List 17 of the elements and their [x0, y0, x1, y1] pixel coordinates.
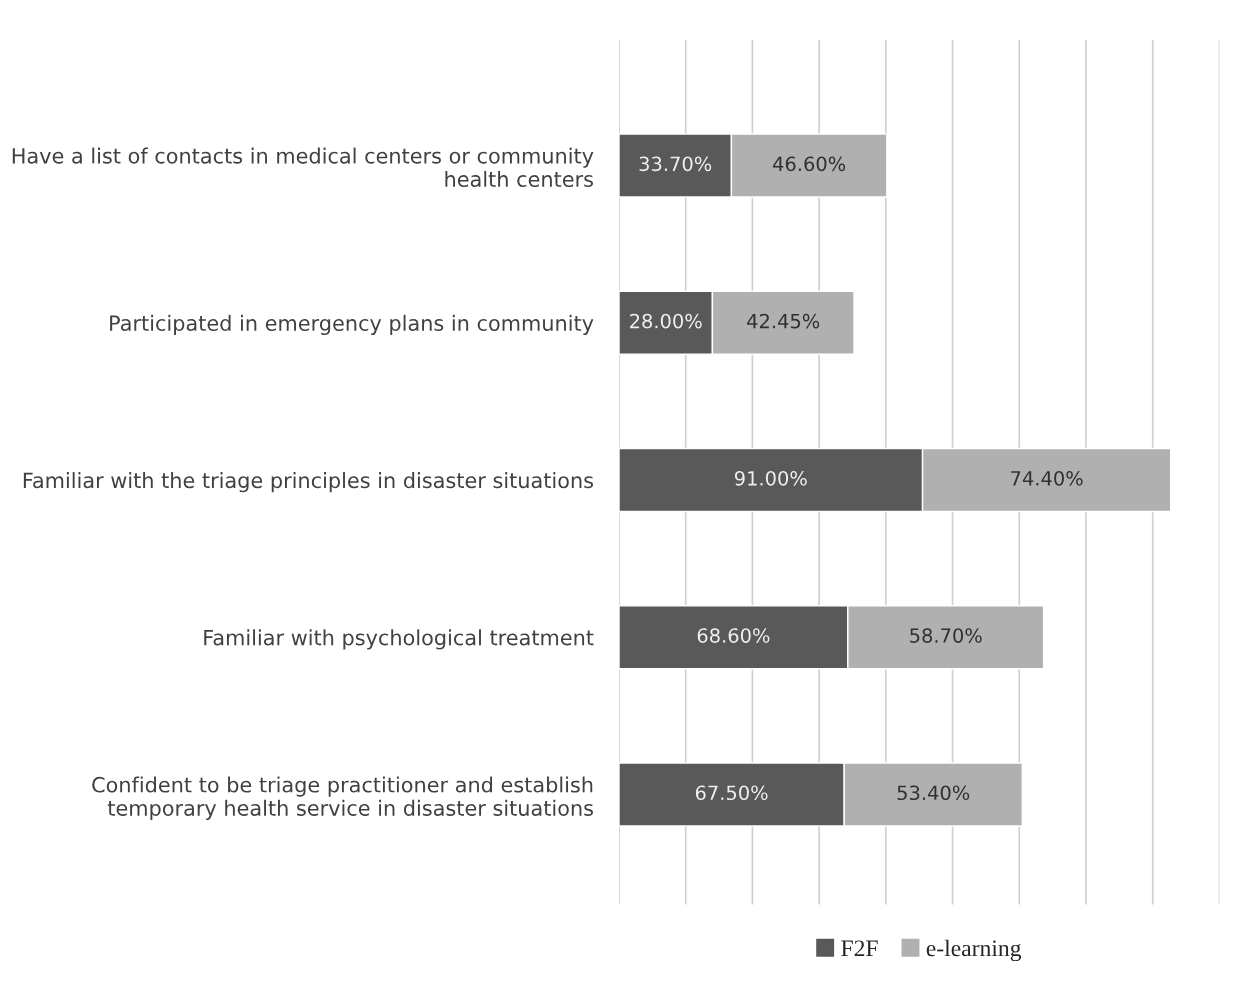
data-label: 67.50%: [695, 785, 768, 801]
y-tick-label: Participated in emergency plans in community: [110, 314, 594, 336]
data-label: 68.60%: [697, 628, 770, 643]
data-label: 28.00%: [630, 313, 702, 329]
y-tick-label: Familiar with the triage principles in disaster situations: [23, 472, 593, 493]
y-tick-label: Confident to be triage practitioner and establish temporary health service in disaster situations: [92, 776, 593, 820]
data-label: 53.40%: [897, 785, 970, 801]
data-label: 58.70%: [910, 628, 982, 643]
data-label: 42.45%: [747, 313, 820, 329]
y-tick-label: Familiar with psychological treatment: [204, 629, 594, 650]
data-label: 46.60%: [773, 156, 846, 172]
data-label: 33.70%: [639, 156, 712, 172]
data-label: 91.00%: [734, 470, 807, 486]
y-tick-label: Have a list of contacts in medical centers or community health centers: [12, 147, 594, 187]
legend-label: F2F: [841, 940, 878, 957]
legend-label: e-learning: [926, 939, 1022, 962]
data-label: 74.40%: [1011, 470, 1083, 486]
